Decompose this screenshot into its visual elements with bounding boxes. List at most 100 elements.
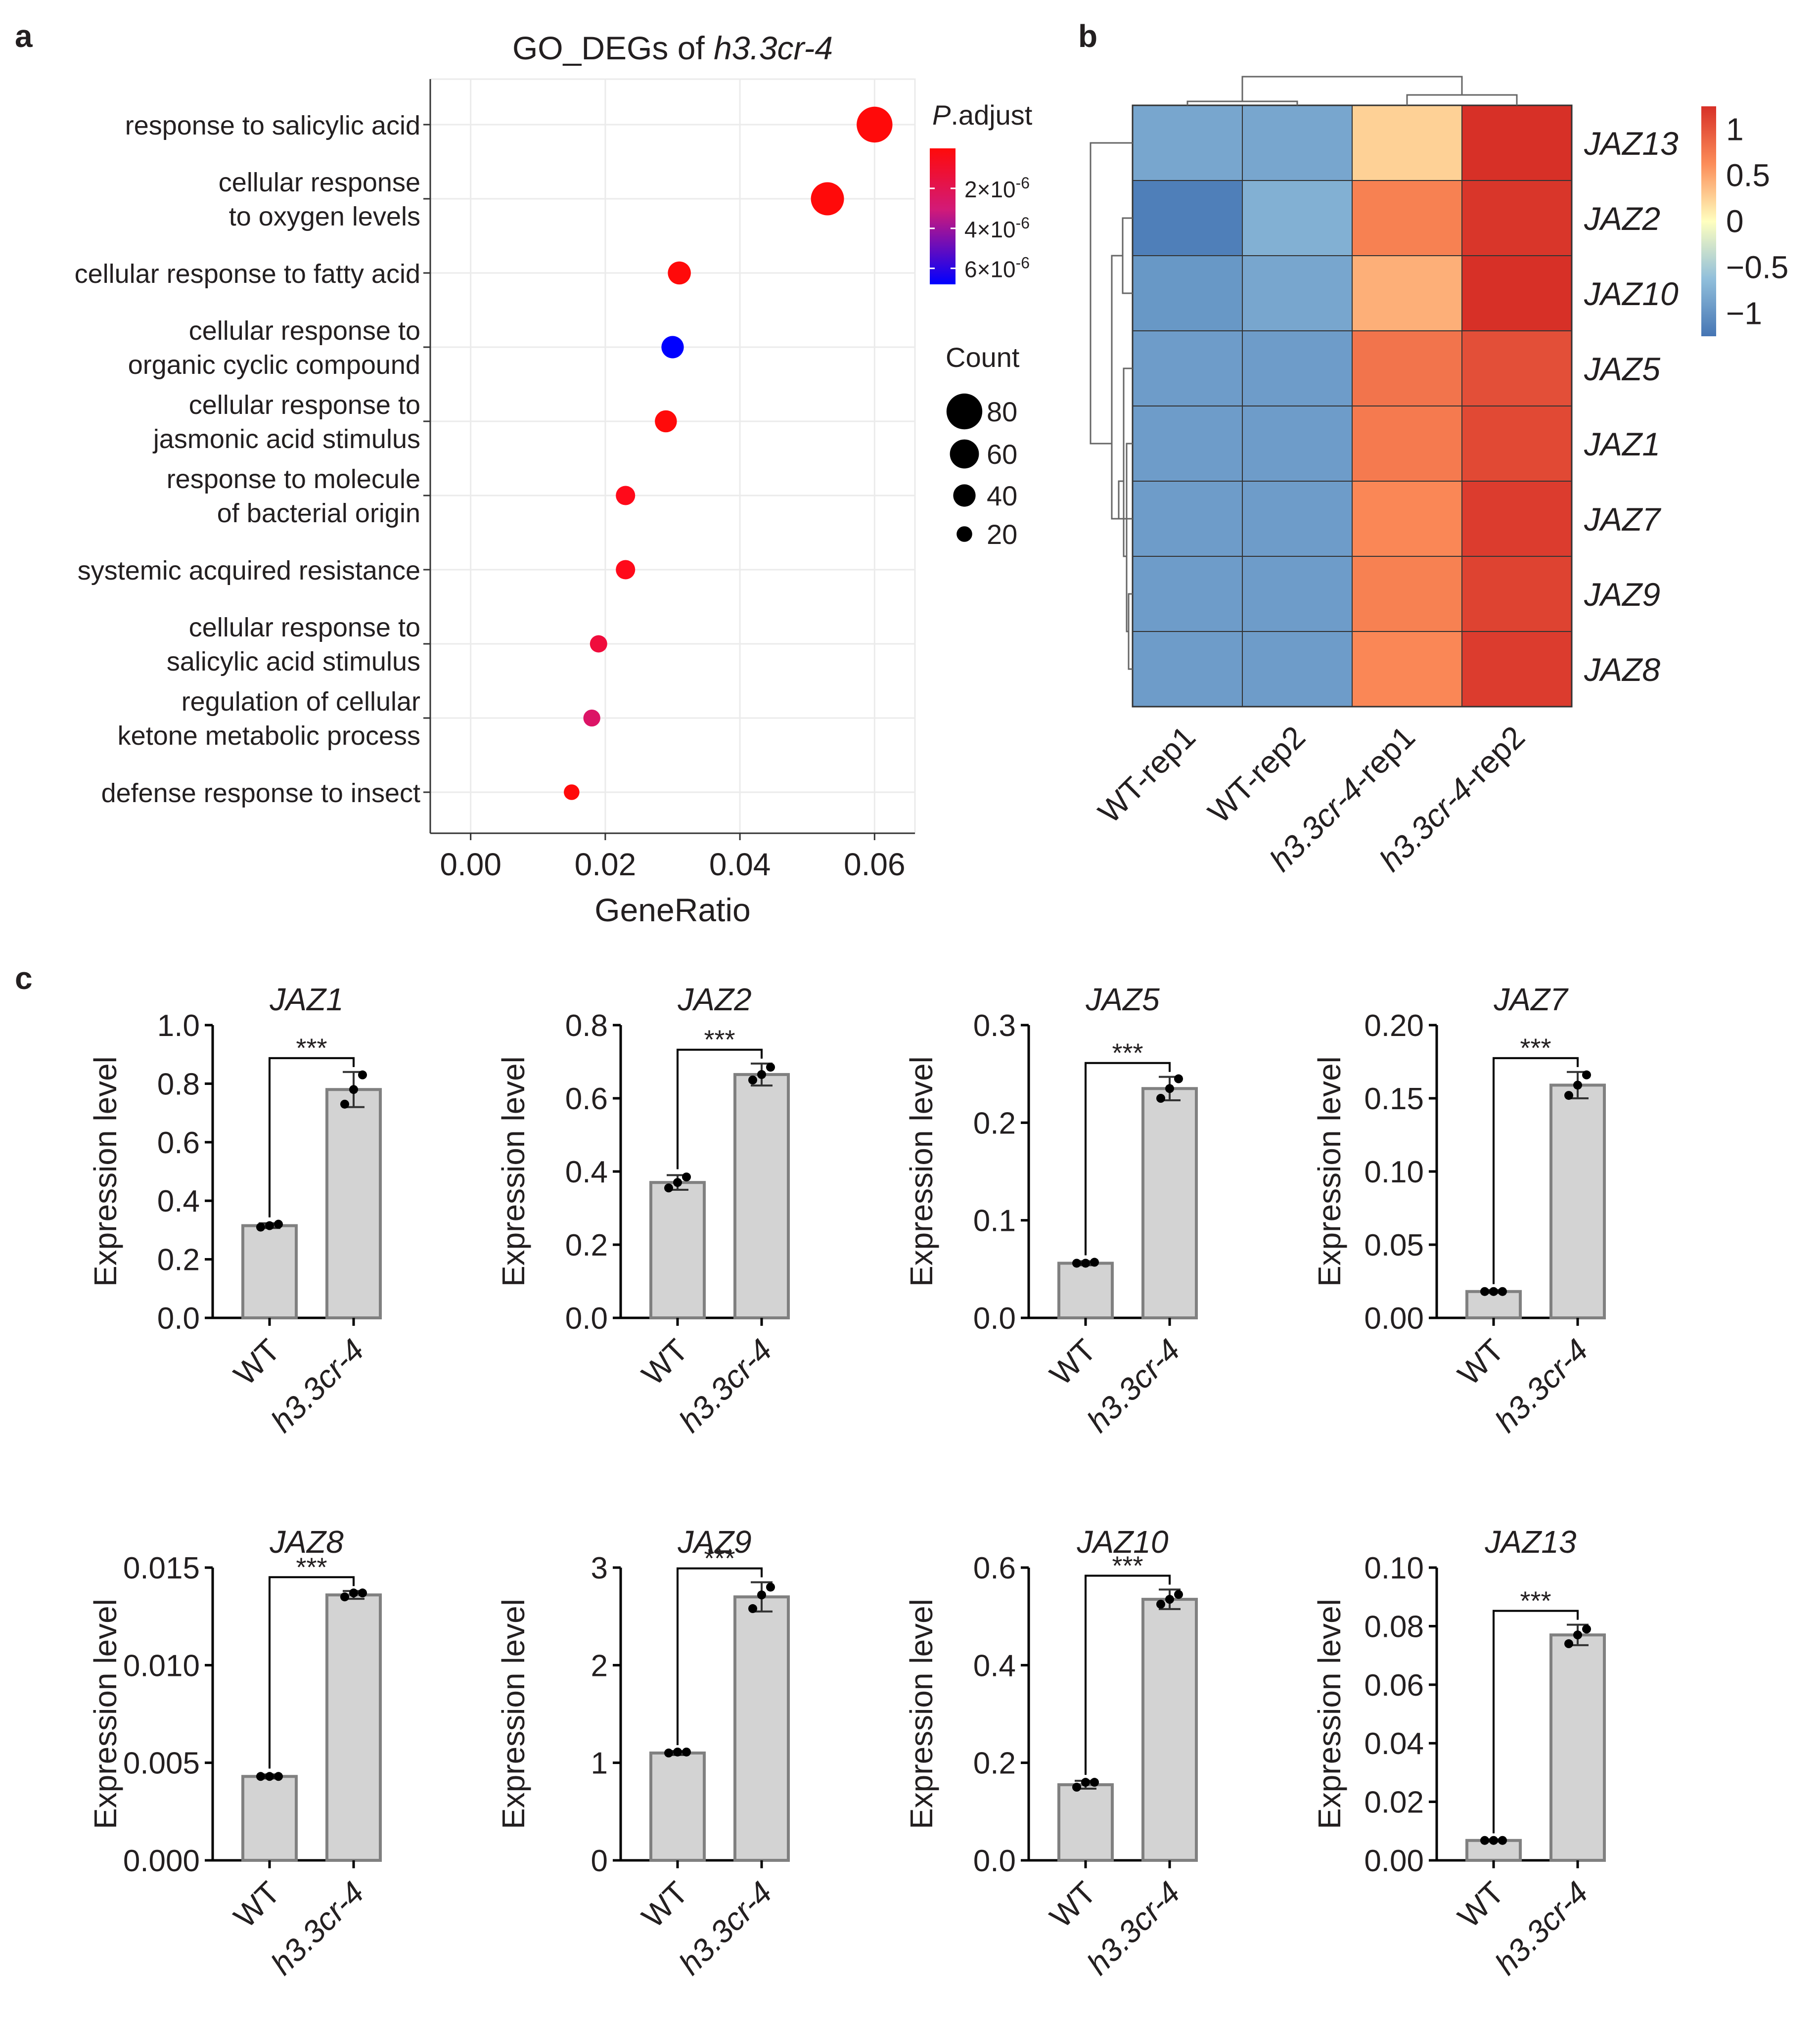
y-axis-title: Expression level — [496, 1056, 531, 1287]
term-dot — [811, 182, 844, 216]
size-legend-title: Count — [946, 342, 1020, 373]
y-tick-label: 0.0 — [973, 1844, 1016, 1878]
column-dendrogram — [1406, 94, 1518, 105]
significance-label: *** — [704, 1025, 735, 1055]
replicate-point — [265, 1772, 274, 1781]
heatmap-cell — [1132, 255, 1243, 331]
x-tick-label: h3.3cr-4 — [672, 1875, 779, 1982]
heatmap-cell — [1132, 481, 1243, 557]
term-label: cellular response to — [189, 316, 420, 346]
colorbar-label: −1 — [1726, 296, 1762, 331]
subplot-title: JAZ1 — [269, 982, 343, 1017]
replicate-point — [358, 1070, 367, 1080]
row-label: JAZ5 — [1584, 351, 1660, 387]
y-tick-label: 0.6 — [565, 1082, 608, 1116]
significance-bracket — [269, 1576, 355, 1769]
heatmap-cell — [1242, 556, 1353, 632]
colorbar-label: 1 — [1726, 112, 1744, 147]
y-tick-label: 0.00 — [1364, 1844, 1424, 1878]
replicate-point — [1072, 1783, 1081, 1792]
row-dendrogram — [1118, 480, 1133, 520]
heatmap-cell — [1242, 180, 1353, 256]
colorbar — [1701, 106, 1716, 336]
replicate-point — [673, 1178, 682, 1187]
bar-subplot: JAZ13 Expression level 0.00 0.02 0.04 0.06 0.0… — [1312, 1524, 1606, 1982]
replicate-point — [340, 1592, 349, 1602]
significance-bracket — [1493, 1057, 1579, 1284]
subplot-title: JAZ7 — [1493, 982, 1569, 1017]
y-tick-label: 0.010 — [123, 1649, 200, 1683]
y-axis-title: Expression level — [1312, 1599, 1347, 1829]
y-axis-title: Expression level — [88, 1599, 123, 1829]
bar-subplot: JAZ2 Expression level 0.0 0.2 0.4 0.6 0.8 WTh3.… — [496, 982, 790, 1439]
heatmap-cell — [1242, 105, 1353, 181]
bar — [733, 1073, 790, 1319]
bar-subplot: JAZ1 Expression level 0.0 0.2 0.4 0.6 0.8 1.0 WT… — [88, 982, 382, 1439]
x-tick-label: 0.06 — [844, 847, 906, 882]
x-tick-label: WT — [227, 1875, 287, 1935]
heatmap-cell — [1461, 180, 1572, 256]
heatmap-cell — [1132, 556, 1243, 632]
replicate-point — [358, 1588, 367, 1598]
x-tick-label: 0.02 — [575, 847, 637, 882]
y-tick-label: 0.08 — [1364, 1610, 1424, 1644]
term-label: cellular response to fatty acid — [75, 259, 420, 289]
term-label: cellular response to — [189, 613, 420, 642]
x-tick-label: h3.3cr-4 — [1488, 1332, 1595, 1439]
heatmap-cell — [1352, 481, 1462, 557]
row-label: JAZ2 — [1584, 200, 1660, 237]
replicate-point — [766, 1582, 775, 1592]
y-tick-label: 0.8 — [565, 1009, 608, 1043]
replicate-point — [340, 1099, 349, 1109]
row-dendrogram — [1123, 367, 1133, 557]
x-tick-label: WT — [635, 1332, 695, 1392]
row-label: JAZ1 — [1584, 426, 1660, 462]
row-label: JAZ13 — [1584, 125, 1679, 162]
panel-label-a: a — [15, 18, 33, 54]
y-tick-label: 0.3 — [973, 1009, 1016, 1043]
bar — [1057, 1783, 1114, 1862]
y-tick-label: 0.1 — [973, 1204, 1016, 1238]
term-label: to oxygen levels — [229, 202, 420, 231]
replicate-point — [757, 1070, 766, 1079]
colorbar-label: 0 — [1726, 204, 1744, 239]
x-tick-label: WT — [1451, 1332, 1511, 1392]
significance-bracket — [1493, 1610, 1579, 1834]
plot-title: GO_DEGs of h3.3cr-4 — [512, 30, 833, 66]
term-label: defense response to insect — [101, 778, 420, 808]
subplot-title: JAZ5 — [1085, 982, 1160, 1017]
term-dot — [661, 336, 684, 359]
heatmap-cell — [1132, 330, 1243, 406]
heatmap-cell — [1352, 330, 1462, 406]
replicate-point — [682, 1747, 691, 1757]
bar — [649, 1751, 706, 1862]
significance-bracket — [269, 1057, 355, 1217]
heatmap-cell — [1132, 631, 1243, 707]
replicate-point — [1582, 1070, 1591, 1080]
x-axis-title: GeneRatio — [594, 892, 751, 928]
x-tick-label: h3.3cr-4 — [1080, 1875, 1187, 1982]
x-tick-label: h3.3cr-4 — [264, 1875, 371, 1982]
replicate-point — [1489, 1287, 1498, 1296]
x-tick-label: 0.00 — [440, 847, 501, 882]
replicate-point — [265, 1221, 274, 1230]
y-tick-label: 0.4 — [565, 1155, 608, 1189]
bar — [325, 1088, 382, 1319]
bar-subplot: JAZ10 Expression level 0.0 0.2 0.4 0.6 WTh3.3c… — [904, 1524, 1198, 1982]
column-label: WT-rep2 — [1201, 719, 1312, 830]
heatmap-cell — [1242, 405, 1353, 482]
bar — [649, 1181, 706, 1319]
replicate-point — [274, 1772, 283, 1781]
replicate-point — [1165, 1595, 1174, 1604]
significance-bracket — [677, 1567, 763, 1745]
color-legend-label: 4×10-6 — [964, 214, 1030, 242]
y-axis-title: Expression level — [1312, 1056, 1347, 1287]
replicate-point — [682, 1172, 691, 1182]
term-dot — [564, 784, 580, 800]
row-dendrogram — [1126, 443, 1133, 632]
size-legend-label: 60 — [987, 439, 1017, 470]
subplot-title: JAZ2 — [677, 982, 751, 1017]
